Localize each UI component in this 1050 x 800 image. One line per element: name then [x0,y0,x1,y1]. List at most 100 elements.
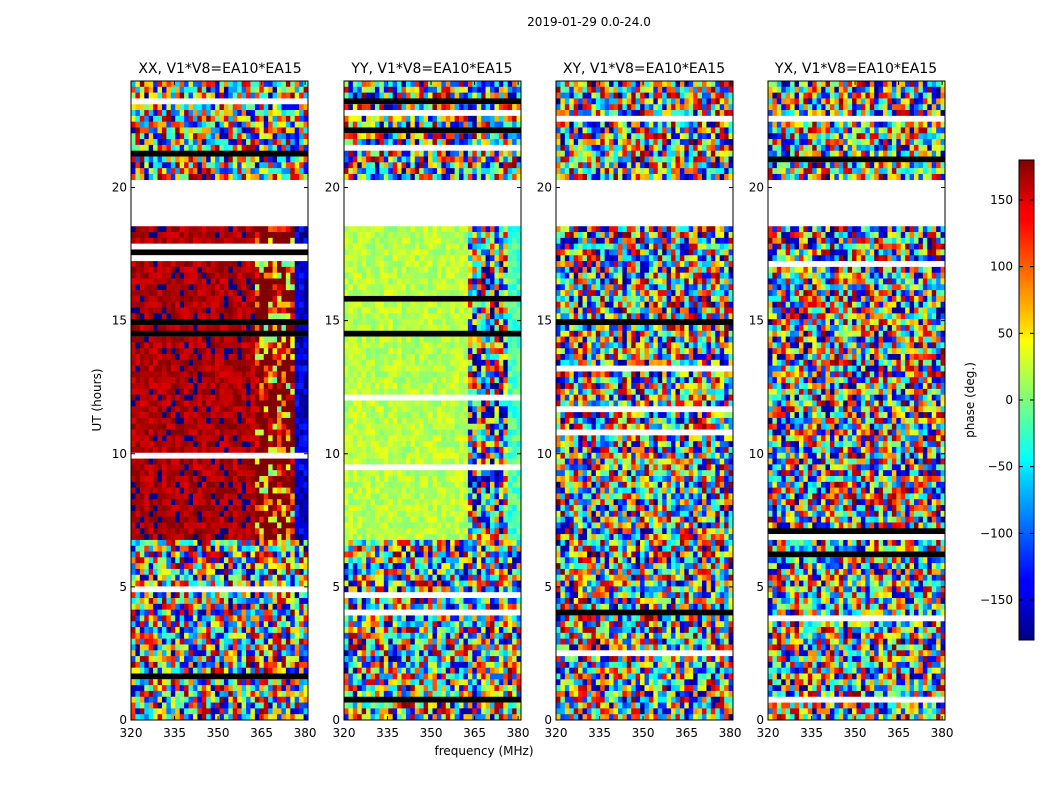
heatmap-cell [232,464,238,471]
heatmap-cell [131,545,136,552]
heatmap-cell [268,295,273,303]
heatmap-cell [357,81,362,88]
heatmap-cell [397,255,402,262]
heatmap-cell [285,627,291,634]
heatmap-cell [490,115,495,122]
heatmap-cell [259,371,265,378]
heatmap-cell [388,307,393,314]
heatmap-cell [272,505,278,512]
heatmap-cell [374,319,380,326]
heatmap-cell [277,348,282,355]
heatmap-cell [170,516,176,523]
heatmap-cell [166,417,172,425]
heatmap-cell [419,133,424,140]
x-tick-label: 380 [294,726,317,740]
heatmap-cell [383,133,389,140]
heatmap-cell [467,156,473,163]
heatmap-cell [467,226,473,233]
heatmap-cell [272,307,278,314]
heatmap-cell [423,319,429,326]
heatmap-cell [419,301,424,308]
heatmap-cell [290,510,296,517]
heatmap-cell [290,493,296,500]
heatmap-cell [445,162,451,169]
heatmap-cell [201,173,207,181]
heatmap-cell [228,365,234,372]
heatmap-cell [192,551,198,558]
heatmap-cell [254,621,260,628]
heatmap-cell [397,249,402,256]
heatmap-cell [366,232,371,239]
heatmap-cell [414,290,420,297]
heatmap-cell [206,168,211,175]
heatmap-cell [184,81,189,88]
heatmap-cell [268,690,273,698]
heatmap-cell [405,226,411,233]
heatmap-cell [166,359,172,366]
heatmap-cell [294,162,300,169]
heatmap-cell [299,394,304,401]
heatmap-cell [197,493,203,500]
heatmap-cell [357,162,362,169]
heatmap-cell [219,685,225,692]
heatmap-cell [263,429,269,436]
heatmap-cell [179,371,185,378]
heatmap-cell [201,133,207,140]
heatmap-cell [215,446,220,454]
heatmap-cell [272,487,278,494]
heatmap-cell [215,144,220,152]
heatmap-cell [512,313,517,320]
heatmap-cell [268,272,273,279]
heatmap-cell [175,278,180,285]
heatmap-cell [370,232,376,239]
heatmap-cell [388,237,393,244]
heatmap-cell [272,354,278,361]
heatmap-cell [344,156,349,163]
heatmap-cell [175,307,180,314]
heatmap-cell [157,522,163,529]
heatmap-cell [148,295,154,303]
heatmap-cell [263,168,269,175]
heatmap-cell [348,249,354,256]
heatmap-cell [223,679,229,686]
heatmap-cell [232,499,238,506]
heatmap-cell [361,336,367,343]
heatmap-cell [344,255,349,262]
heatmap-cell [175,156,180,163]
heatmap-cell [485,92,491,99]
heatmap-cell [303,115,309,122]
heatmap-cell [215,505,220,512]
heatmap-cell [139,127,145,134]
heatmap-cell [148,667,154,674]
heatmap-cell [503,336,509,343]
heatmap-cell [188,278,194,285]
heatmap-cell [436,173,442,181]
heatmap-cell [166,627,172,634]
heatmap-cell [277,377,282,384]
heatmap-cell [157,284,163,291]
heatmap-cell [139,266,145,273]
heatmap-cell [192,354,198,361]
heatmap-cell [192,301,198,308]
heatmap-cell [148,545,154,552]
heatmap-cell [219,505,225,512]
heatmap-cell [388,86,393,93]
heatmap-cell [259,621,265,628]
heatmap-cell [237,510,242,517]
heatmap-cell [254,284,260,291]
heatmap-cell [210,92,216,99]
heatmap-cell [405,121,411,128]
heatmap-cell [192,510,198,517]
heatmap-cell [139,528,145,535]
heatmap-cell [259,493,265,500]
heatmap-cell [241,545,247,552]
heatmap-cell [228,679,234,686]
heatmap-cell [135,574,141,581]
heatmap-cell [268,476,273,483]
heatmap-cell [215,295,220,303]
heatmap-cell [290,336,296,343]
heatmap-cell [272,632,278,639]
heatmap-cell [494,284,500,291]
heatmap-cell [206,679,211,686]
heatmap-cell [241,86,247,93]
